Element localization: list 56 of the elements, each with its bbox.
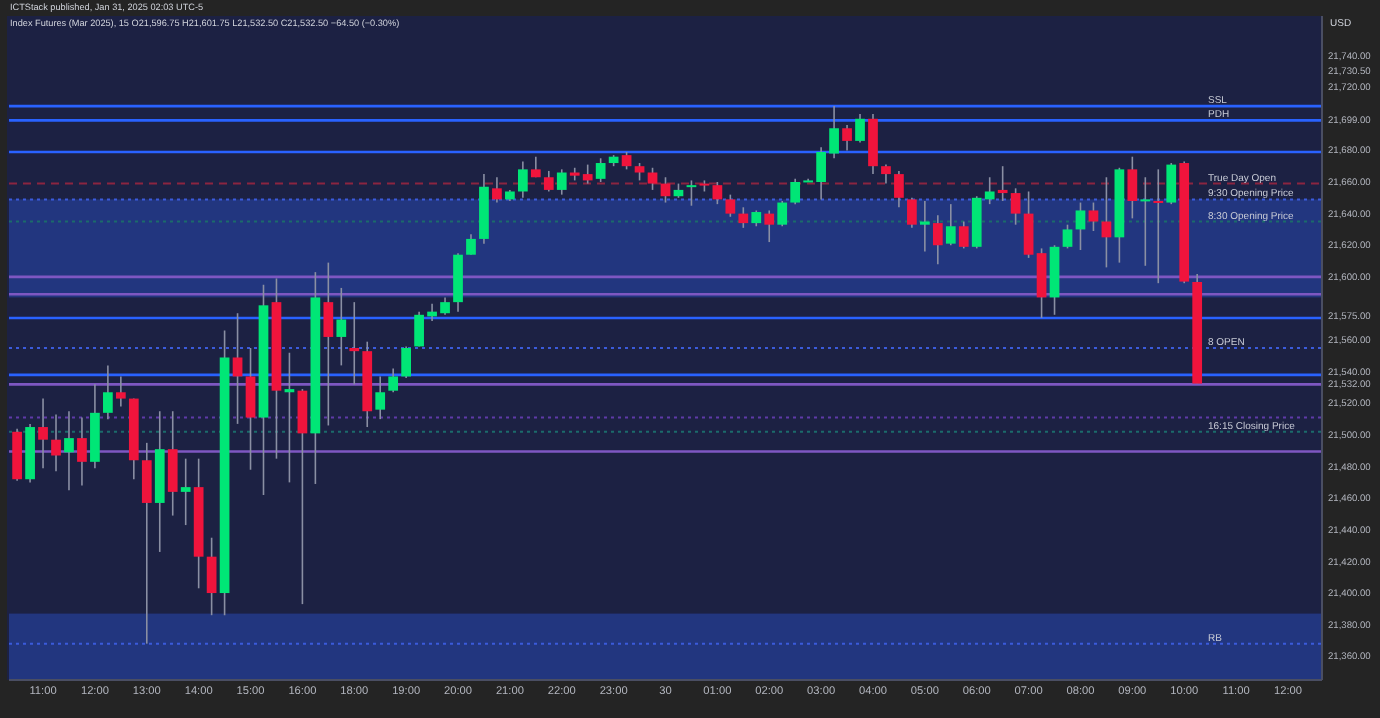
candlestick — [167, 410, 178, 517]
candlestick — [51, 413, 61, 473]
candlestick — [245, 347, 256, 471]
candlestick — [842, 124, 852, 152]
candlestick — [453, 252, 463, 313]
candlestick — [1153, 168, 1164, 284]
candlestick — [1127, 155, 1138, 220]
candlestick — [543, 170, 554, 193]
candlestick — [388, 367, 399, 394]
candlestick — [232, 312, 243, 425]
candlestick — [1036, 247, 1047, 319]
candlestick — [764, 209, 775, 243]
candlestick — [180, 457, 191, 526]
candlestick — [920, 200, 930, 253]
candlestick — [945, 203, 956, 247]
candlestick — [958, 220, 969, 250]
candlestick — [712, 181, 723, 205]
candlestick — [517, 160, 528, 199]
candlestick — [738, 206, 749, 229]
candlestick — [38, 397, 48, 469]
candlestick — [647, 166, 658, 191]
candlestick — [725, 193, 736, 218]
candlestick — [115, 375, 126, 408]
candlestick — [64, 410, 74, 492]
candlestick — [12, 427, 22, 482]
candlestick — [1088, 201, 1099, 232]
candlestick — [1062, 223, 1073, 250]
candlestick — [206, 536, 217, 616]
candlestick — [349, 301, 360, 386]
candlestick — [595, 157, 606, 183]
candlestick — [855, 113, 865, 144]
candlestick — [103, 364, 113, 420]
candlestick — [790, 178, 801, 205]
candlestick — [401, 345, 412, 379]
candlestick — [556, 168, 567, 196]
candlestick — [932, 214, 943, 266]
candlestick — [1023, 190, 1034, 259]
candlestick — [492, 176, 502, 204]
candlestick — [297, 388, 308, 605]
candlestick — [868, 113, 878, 175]
candlestick — [1010, 187, 1021, 226]
candlestick — [466, 233, 476, 256]
candlestick — [141, 442, 152, 645]
candlestick — [881, 163, 891, 185]
candlestick — [686, 179, 697, 207]
candlestick — [1166, 162, 1177, 205]
candlestick — [1140, 176, 1151, 267]
candlestick — [323, 261, 334, 427]
candlestick — [997, 165, 1008, 202]
candlestick — [375, 375, 386, 420]
candlestick — [77, 416, 87, 487]
candlestick — [777, 200, 788, 228]
candlestick — [907, 197, 917, 229]
candlestick — [1075, 201, 1086, 251]
candlestick — [336, 287, 347, 367]
candlestick — [894, 170, 904, 209]
